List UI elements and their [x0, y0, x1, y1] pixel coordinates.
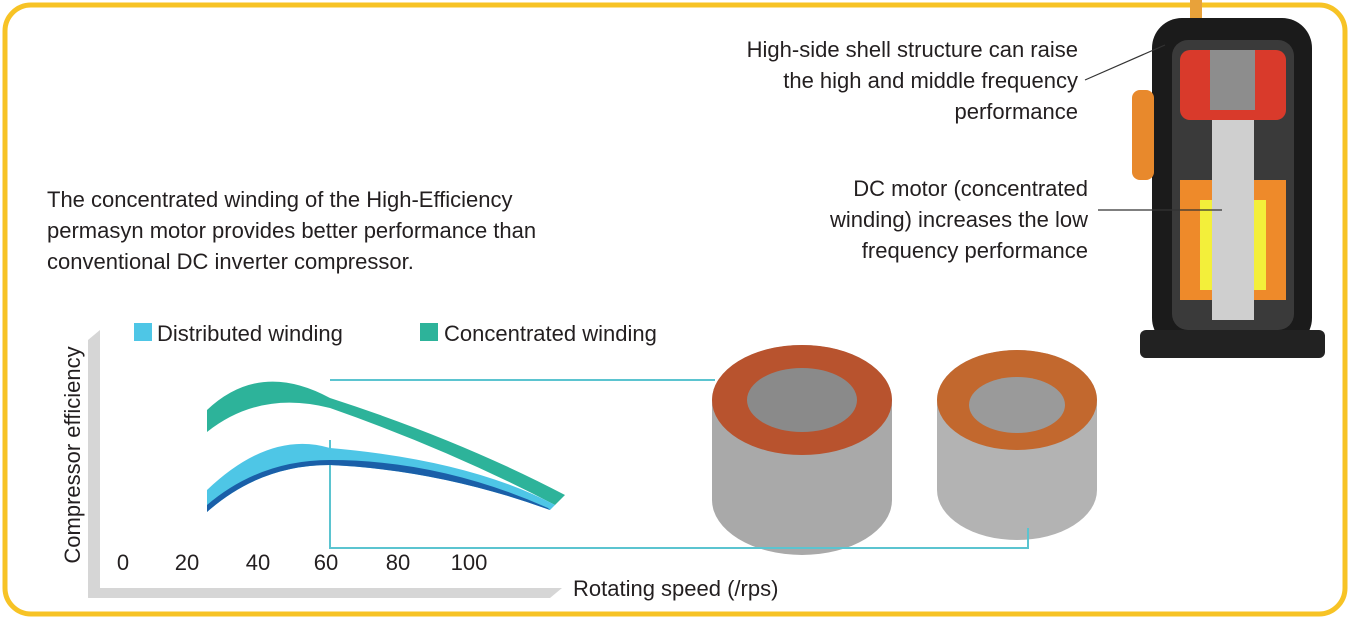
- description-text: permasyn motor provides better performan…: [47, 218, 536, 243]
- x-tick-label: 40: [246, 550, 270, 575]
- x-tick-label: 0: [117, 550, 129, 575]
- x-tick-label: 100: [451, 550, 488, 575]
- y-axis-label: Compressor efficiency: [60, 346, 85, 563]
- callout-text: frequency performance: [862, 238, 1088, 263]
- legend-swatch: [420, 323, 438, 341]
- callout-text: High-side shell structure can raise: [747, 37, 1078, 62]
- x-tick-label: 60: [314, 550, 338, 575]
- callout-text: winding) increases the low: [829, 207, 1088, 232]
- x-axis: [88, 588, 562, 598]
- description-text: The concentrated winding of the High-Eff…: [47, 187, 513, 212]
- legend-label: Distributed winding: [157, 321, 343, 346]
- legend-swatch: [134, 323, 152, 341]
- y-axis: [88, 330, 100, 598]
- distributed-stator-image: [712, 345, 892, 555]
- description-text: conventional DC inverter compressor.: [47, 249, 414, 274]
- compressor-image: [1132, 0, 1325, 358]
- callout-text: DC motor (concentrated: [853, 176, 1088, 201]
- infographic: High-side shell structure can raise the h…: [0, 0, 1351, 620]
- legend-label: Concentrated winding: [444, 321, 657, 346]
- x-tick-label: 80: [386, 550, 410, 575]
- callout-text: performance: [954, 99, 1078, 124]
- callout-text: the high and middle frequency: [783, 68, 1078, 93]
- x-tick-label: 20: [175, 550, 199, 575]
- concentrated-stator-image: [937, 350, 1097, 540]
- x-axis-label: Rotating speed (/rps): [573, 576, 778, 601]
